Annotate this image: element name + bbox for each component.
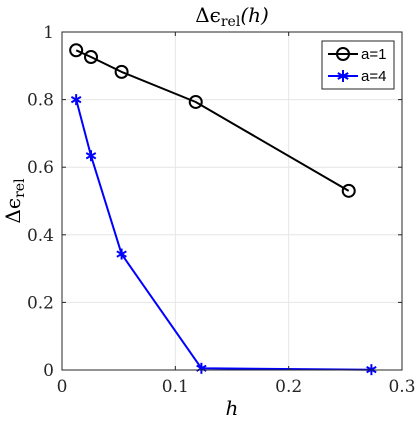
- legend: a=1 a=4: [321, 40, 395, 90]
- y-tick-label: 0: [43, 361, 54, 381]
- chart-title: Δϵrel(h): [195, 3, 269, 30]
- data-point-asterisk: [116, 248, 127, 260]
- x-tick-label: 0.2: [275, 377, 302, 397]
- x-tick-label: 0: [57, 377, 68, 397]
- y-tick-label: 0.2: [27, 293, 54, 313]
- data-point-circle: [84, 50, 99, 65]
- y-tick-label: 1: [43, 23, 54, 43]
- legend-box: [321, 40, 395, 90]
- series-layer: [69, 43, 377, 376]
- grid: [62, 32, 402, 370]
- y-tick-label: 0.8: [27, 91, 54, 111]
- chart-title-subscript: rel: [221, 14, 241, 30]
- legend-label-a1: a=1: [361, 46, 386, 63]
- plot-frame: [61, 31, 403, 371]
- data-point-circle: [69, 43, 84, 58]
- legend-label-a4: a=4: [361, 68, 386, 85]
- y-axis-label: Δϵrel: [1, 178, 28, 224]
- y-axis-label-subscript: rel: [12, 178, 28, 198]
- data-point-asterisk: [70, 94, 82, 106]
- y-tick-label: 0.4: [27, 226, 54, 246]
- chart-title-symbol: Δϵ: [195, 3, 221, 27]
- x-axis-label: h: [226, 396, 239, 420]
- data-point-circle: [114, 64, 129, 79]
- chart-title-rest: (h): [240, 3, 269, 27]
- data-point-asterisk: [85, 150, 97, 162]
- y-axis-label-symbol: Δϵ: [1, 198, 25, 224]
- ticks: 0 0.1 0.2 0.3 0 0.2 0.4 0.6 0.8 1: [27, 23, 415, 397]
- x-tick-label: 0.3: [388, 377, 415, 397]
- y-tick-label: 0.6: [27, 158, 54, 178]
- legend-marker-a1: [336, 47, 350, 61]
- legend-marker-a4: [337, 70, 349, 82]
- x-tick-label: 0.1: [162, 377, 189, 397]
- data-point-circle: [188, 94, 203, 109]
- data-point-circle: [341, 183, 356, 198]
